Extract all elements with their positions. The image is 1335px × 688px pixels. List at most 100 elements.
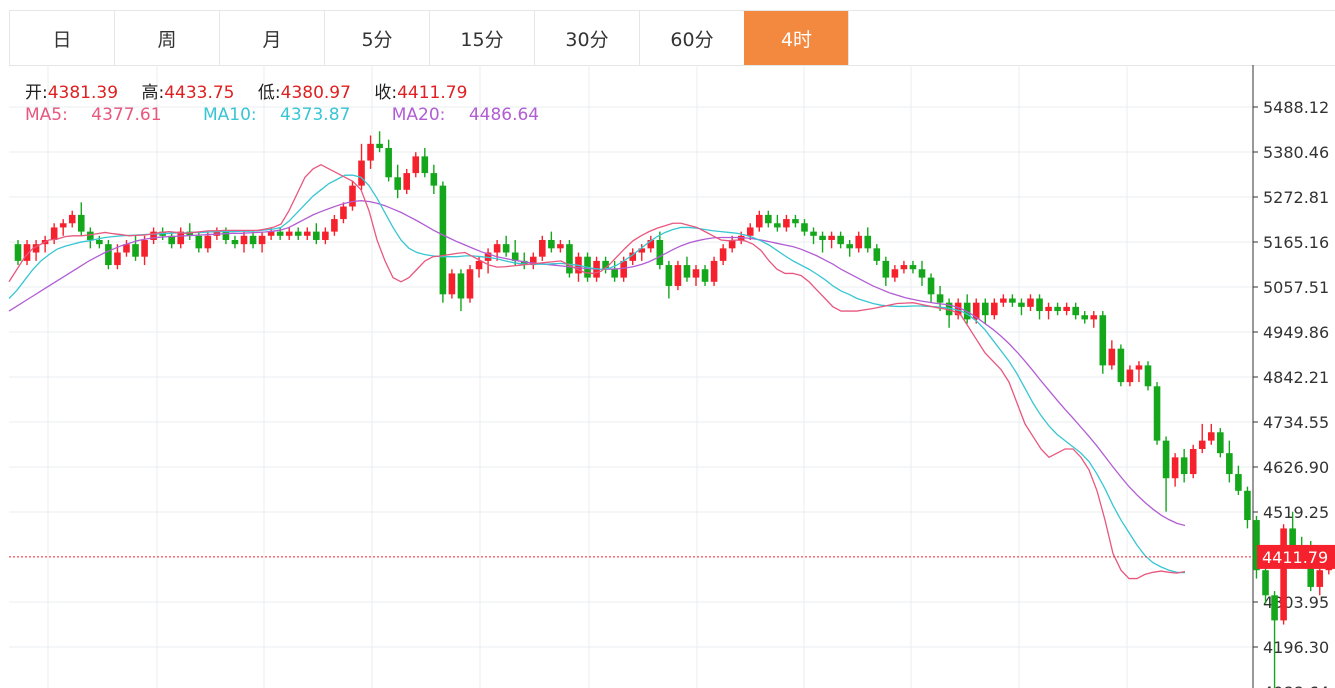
candle-body — [1000, 298, 1007, 303]
candle-body — [1117, 348, 1125, 383]
candle — [14, 239, 22, 266]
candle-body — [1009, 298, 1016, 303]
candle-body — [801, 223, 808, 232]
candle — [900, 260, 908, 274]
candle-body — [529, 256, 537, 266]
candle-body — [313, 231, 320, 240]
candle-body — [403, 173, 411, 190]
candle-body — [548, 239, 555, 249]
candle-body — [665, 265, 673, 286]
candle — [710, 256, 718, 286]
candle-body — [692, 269, 700, 278]
tab-day[interactable]: 日 — [9, 11, 114, 65]
y-tick-label: 4303.95 — [1263, 593, 1329, 612]
candle — [909, 260, 917, 274]
candle — [520, 252, 528, 270]
candle-body — [105, 244, 112, 266]
candle-body — [502, 244, 510, 253]
candle-body — [267, 231, 275, 236]
candle-body — [322, 231, 329, 240]
candle-body — [954, 302, 962, 316]
high-value: 4433.75 — [164, 83, 235, 103]
tab-30min[interactable]: 30分 — [534, 11, 639, 65]
candle — [981, 298, 989, 324]
candle-body — [1054, 306, 1061, 312]
y-tick-label: 4842.21 — [1263, 368, 1329, 387]
tab-60min[interactable]: 60分 — [639, 11, 744, 65]
tab-4hour[interactable]: 4时 — [744, 11, 849, 65]
candle-body — [719, 248, 727, 261]
candle-body — [638, 248, 646, 253]
y-tick-label: 5165.16 — [1263, 233, 1329, 252]
candle — [873, 244, 881, 266]
candle — [1271, 591, 1278, 688]
ma10-readout: MA10: 4373.87 — [203, 105, 368, 125]
close-label: 收: — [374, 83, 398, 103]
candle — [466, 265, 474, 303]
candle-body — [602, 260, 609, 270]
candle — [837, 231, 844, 249]
candle-body — [810, 231, 817, 236]
candle-body — [701, 269, 709, 282]
candle-body — [539, 239, 546, 257]
tab-15min[interactable]: 15分 — [429, 11, 534, 65]
candle — [1072, 302, 1079, 320]
candle-body — [674, 265, 682, 286]
candle — [1144, 361, 1152, 391]
candle-body — [294, 231, 302, 236]
candle — [313, 223, 320, 245]
candle-body — [240, 235, 248, 245]
candle — [683, 256, 691, 282]
candle — [1090, 311, 1098, 328]
candle — [1180, 448, 1188, 483]
candle-body — [1207, 432, 1215, 441]
candle — [1036, 294, 1043, 320]
ma10-value: 4373.87 — [280, 105, 351, 125]
candle — [1226, 440, 1233, 483]
candle — [412, 152, 420, 178]
candle — [87, 227, 94, 249]
candle — [792, 214, 799, 228]
candle-body — [484, 252, 492, 261]
candle — [1280, 524, 1287, 625]
candle-body — [846, 244, 853, 249]
y-tick-label: 5057.51 — [1263, 278, 1329, 297]
candle-body — [394, 177, 401, 190]
candle — [96, 235, 103, 249]
candle-body — [430, 173, 438, 186]
candle — [331, 214, 338, 236]
candle-body — [1036, 298, 1043, 312]
candle-body — [855, 235, 863, 249]
candle — [828, 231, 835, 249]
candle — [294, 227, 302, 240]
candle — [728, 235, 736, 253]
candle — [1135, 361, 1143, 383]
tab-month[interactable]: 月 — [219, 11, 324, 65]
y-tick-label: 4196.30 — [1263, 638, 1329, 657]
tab-5min[interactable]: 5分 — [324, 11, 429, 65]
candle-body — [448, 273, 456, 295]
candle-body — [59, 223, 67, 228]
candle — [1207, 423, 1215, 445]
timeframe-tabs: 日 周 月 5分 15分 30分 60分 4时 — [9, 10, 1335, 66]
candle — [231, 235, 239, 249]
candle — [945, 298, 953, 328]
candle-body — [873, 248, 881, 261]
candle-body — [1244, 490, 1251, 521]
candle-body — [1280, 528, 1287, 621]
candle — [846, 239, 853, 257]
candle-body — [710, 260, 718, 282]
candle-body — [1153, 386, 1161, 441]
candle — [430, 164, 438, 194]
candle — [972, 298, 980, 324]
candle — [59, 219, 67, 236]
candle — [367, 135, 374, 169]
ma5-value: 4377.61 — [91, 105, 162, 125]
candle-body — [222, 231, 230, 240]
tab-week[interactable]: 周 — [114, 11, 219, 65]
candle-body — [276, 231, 284, 236]
candle — [1108, 340, 1116, 370]
candle — [105, 239, 112, 270]
candle — [502, 235, 510, 257]
